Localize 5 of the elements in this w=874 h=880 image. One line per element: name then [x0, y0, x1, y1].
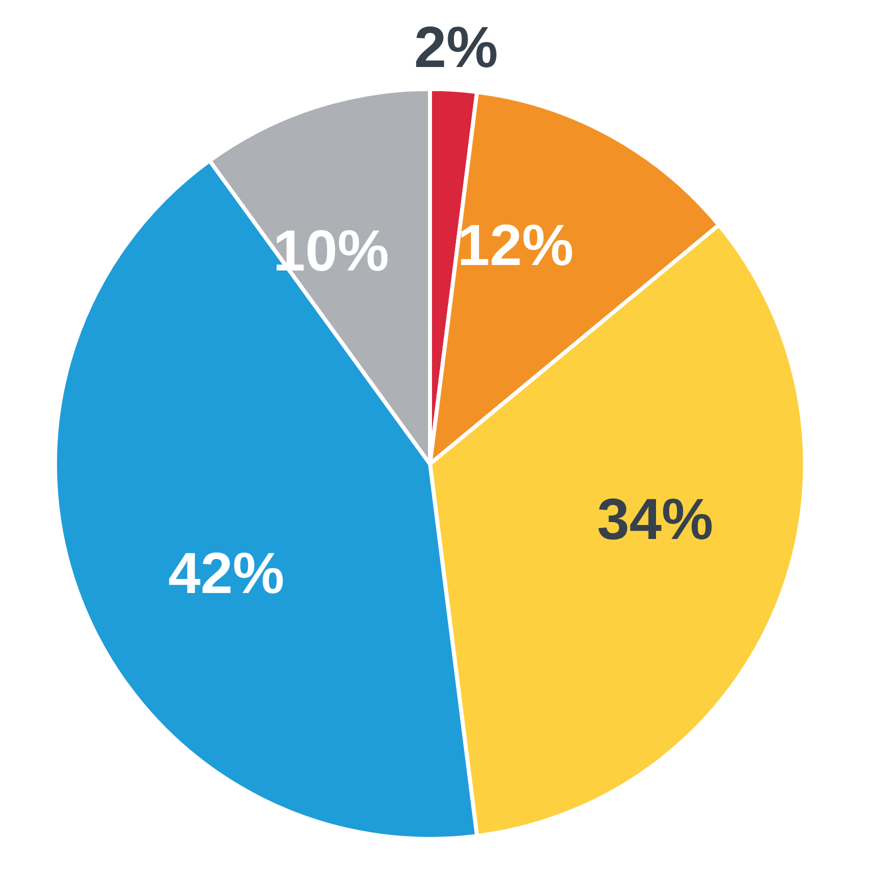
- data-label: 34%: [597, 486, 714, 552]
- data-label: 2%: [414, 14, 498, 80]
- data-label: 42%: [168, 541, 284, 606]
- data-label: 12%: [458, 212, 574, 278]
- data-label: 10%: [272, 218, 390, 284]
